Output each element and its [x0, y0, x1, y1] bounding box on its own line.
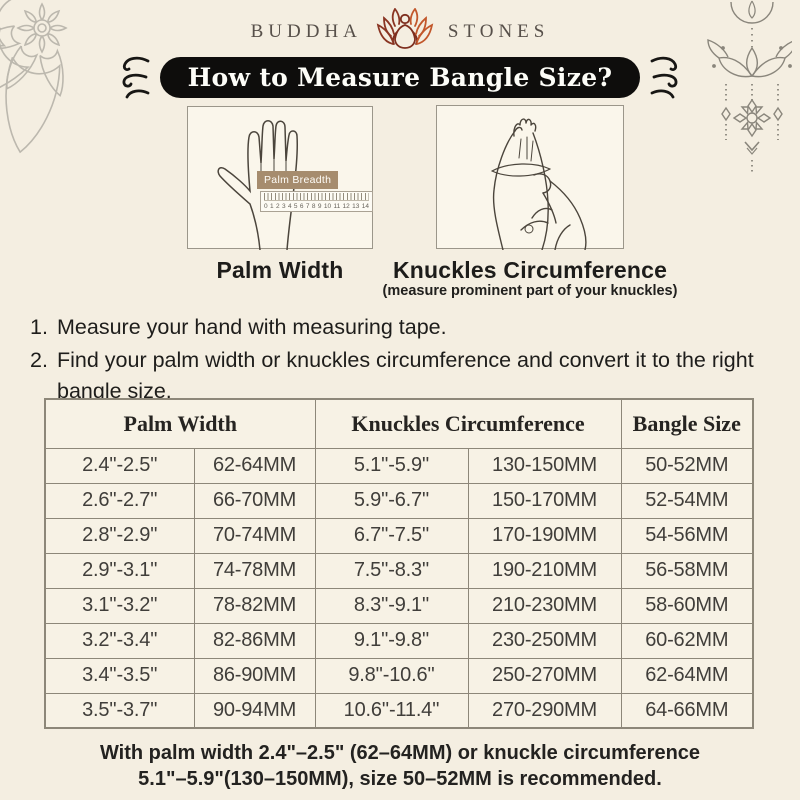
- ruler-numbers: 0 1 2 3 4 5 6 7 8 9 10 11 12 13 14: [264, 203, 369, 210]
- brand-word-right: STONES: [447, 20, 550, 42]
- table-row: 2.4''-2.5'' 62-64MM 5.1''-5.9'' 130-150MM 50…: [44, 447, 754, 484]
- ruler-ticks: [264, 193, 369, 201]
- lotus-meditation-icon: [376, 8, 434, 49]
- table-header-row: Palm Width Knuckles Circumference Bangle…: [44, 398, 754, 449]
- ruler-label: Palm Breadth: [257, 171, 339, 189]
- table-row: 3.4''-3.5'' 86-90MM 9.8''-10.6'' 250-270MM 6…: [44, 657, 754, 694]
- header-knuckles: Knuckles Circumference: [314, 398, 622, 449]
- instructions-list: 1. Measure your hand with measuring tape…: [30, 312, 775, 409]
- table-row: 3.5''-3.7'' 90-94MM 10.6''-11.4'' 270-290MM…: [44, 692, 754, 729]
- instruction-1: 1. Measure your hand with measuring tape…: [30, 315, 447, 339]
- recommendation-line-1: With palm width 2.4"–2.5" (62–64MM) or k…: [99, 742, 701, 764]
- title-banner-row: How to Measure Bangle Size?: [0, 55, 800, 99]
- knuckles-subcaption: (measure prominent part of your knuckles…: [382, 283, 678, 299]
- table-row: 3.2''-3.4'' 82-86MM 9.1''-9.8'' 230-250MM 60…: [44, 622, 754, 659]
- page-title: How to Measure Bangle Size?: [159, 56, 641, 98]
- hand-ruler-drawing: [217, 120, 298, 250]
- knuckles-illustration: [436, 105, 624, 250]
- recommendation-line-2: 5.1"–5.9"(130–150MM), size 50–52MM is re…: [138, 768, 662, 790]
- header-bangle-size: Bangle Size: [620, 398, 754, 449]
- palm-width-caption: Palm Width: [216, 257, 344, 283]
- flourish-right-icon: [650, 56, 678, 99]
- knuckles-measuring-drawing: [491, 118, 587, 250]
- table-row: 2.8''-2.9'' 70-74MM 6.7''-7.5'' 170-190MM 54…: [44, 517, 754, 554]
- table-row: 3.1''-3.2'' 78-82MM 8.3''-9.1'' 210-230MM 58…: [44, 587, 754, 624]
- table-row: 2.9''-3.1'' 74-78MM 7.5''-8.3'' 190-210MM 56…: [44, 552, 754, 589]
- table-row: 2.6''-2.7'' 66-70MM 5.9''-6.7'' 150-170MM 52…: [44, 482, 754, 519]
- header-palm-width: Palm Width: [44, 398, 316, 449]
- size-conversion-table: Palm Width Knuckles Circumference Bangle…: [44, 398, 755, 729]
- flourish-left-icon: [122, 56, 150, 99]
- brand-word-left: BUDDHA: [250, 20, 362, 42]
- recommendation-note: With palm width 2.4"–2.5" (62–64MM) or k…: [0, 740, 800, 792]
- ruler: 0 1 2 3 4 5 6 7 8 9 10 11 12 13 14: [260, 191, 373, 212]
- palm-width-illustration: Palm Breadth 0 1 2 3 4 5 6 7 8 9 10 11 1…: [187, 106, 373, 250]
- brand-logo: BUDDHA STONES: [0, 8, 800, 55]
- knuckles-caption: Knuckles Circumference: [392, 257, 668, 283]
